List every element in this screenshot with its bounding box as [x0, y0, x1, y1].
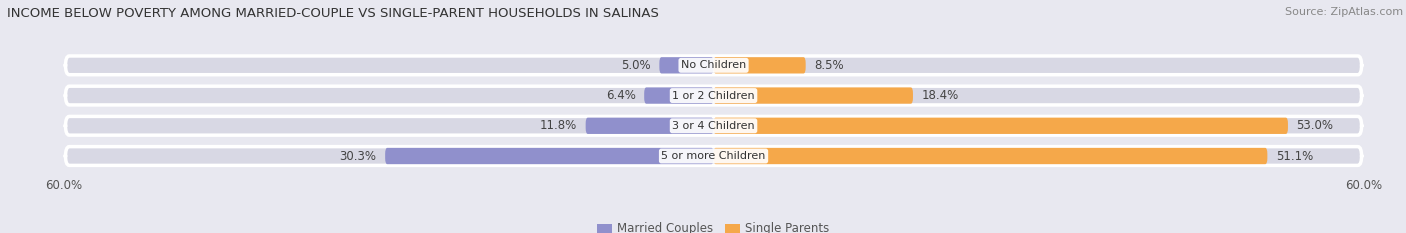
- Text: 3 or 4 Children: 3 or 4 Children: [672, 121, 755, 131]
- FancyBboxPatch shape: [644, 87, 713, 104]
- FancyBboxPatch shape: [713, 57, 806, 73]
- FancyBboxPatch shape: [66, 116, 1361, 135]
- Legend: Married Couples, Single Parents: Married Couples, Single Parents: [598, 223, 830, 233]
- Text: 5 or more Children: 5 or more Children: [661, 151, 766, 161]
- Text: 18.4%: 18.4%: [922, 89, 959, 102]
- Text: 11.8%: 11.8%: [540, 119, 576, 132]
- Text: No Children: No Children: [681, 60, 747, 70]
- Text: INCOME BELOW POVERTY AMONG MARRIED-COUPLE VS SINGLE-PARENT HOUSEHOLDS IN SALINAS: INCOME BELOW POVERTY AMONG MARRIED-COUPL…: [7, 7, 659, 20]
- FancyBboxPatch shape: [713, 148, 1267, 164]
- FancyBboxPatch shape: [713, 87, 912, 104]
- Text: 53.0%: 53.0%: [1296, 119, 1334, 132]
- FancyBboxPatch shape: [586, 118, 713, 134]
- Text: 30.3%: 30.3%: [339, 150, 377, 162]
- FancyBboxPatch shape: [66, 147, 1361, 165]
- Text: 5.0%: 5.0%: [621, 59, 651, 72]
- Text: 1 or 2 Children: 1 or 2 Children: [672, 91, 755, 101]
- Text: 6.4%: 6.4%: [606, 89, 636, 102]
- FancyBboxPatch shape: [66, 56, 1361, 75]
- Text: 51.1%: 51.1%: [1277, 150, 1313, 162]
- Text: 8.5%: 8.5%: [814, 59, 844, 72]
- FancyBboxPatch shape: [385, 148, 713, 164]
- FancyBboxPatch shape: [66, 86, 1361, 105]
- Text: Source: ZipAtlas.com: Source: ZipAtlas.com: [1285, 7, 1403, 17]
- FancyBboxPatch shape: [713, 118, 1288, 134]
- FancyBboxPatch shape: [659, 57, 713, 73]
